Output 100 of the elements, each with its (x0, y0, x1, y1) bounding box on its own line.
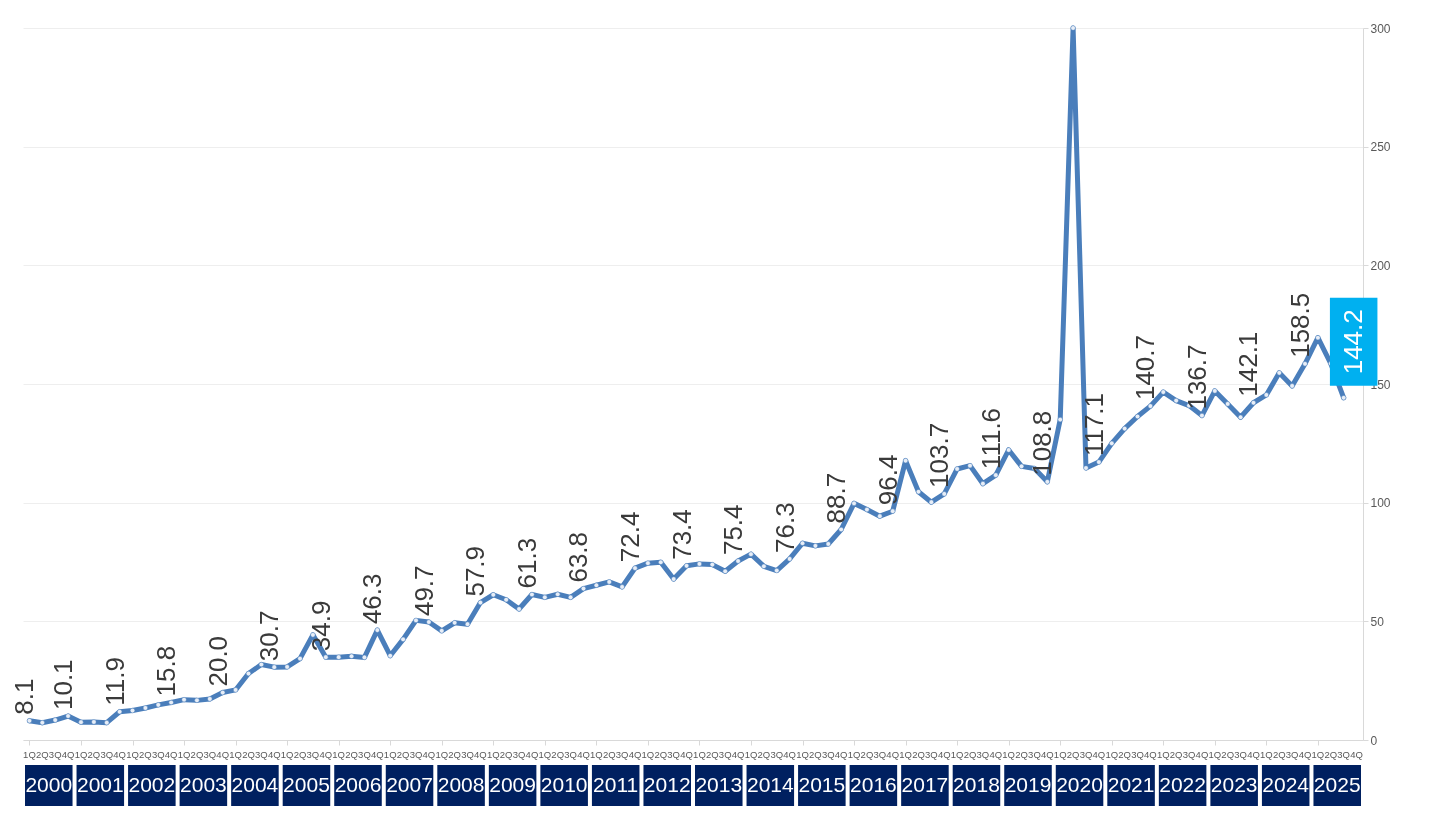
x-tick-label: 4Q (989, 749, 1003, 760)
x-tick-label: 1Q (1002, 749, 1016, 760)
data-label: 158.5 (1285, 292, 1316, 358)
x-tick-label: 4Q (886, 749, 900, 760)
text: 2004 (231, 773, 279, 796)
x-tick-label: 1Q (177, 749, 191, 760)
x-tick-label: 3Q (770, 749, 784, 760)
x-tick-label: 2Q (448, 749, 461, 760)
x-tick-label: 4Q (1144, 749, 1157, 760)
x-tick-label: 1Q (435, 749, 449, 760)
x-tick-label: 4Q (1350, 749, 1363, 760)
x-tick-label: 1Q (744, 749, 758, 760)
data-label: 49.7 (408, 565, 439, 617)
data-label: 111.6 (975, 407, 1006, 470)
x-tick-label: 3Q (821, 749, 835, 760)
x-tick-label: 4Q (834, 749, 848, 760)
text: 2020 (1056, 773, 1103, 796)
text: 2011 (593, 773, 639, 796)
text: 2022 (1159, 773, 1206, 796)
x-tick-label: 3Q (873, 749, 887, 760)
data-label: 75.4 (718, 504, 749, 556)
data-label: 103.7 (924, 422, 955, 488)
x-tick-label: 3Q (203, 749, 217, 760)
data-label: 61.3 (511, 537, 542, 589)
data-label: 34.9 (305, 600, 336, 652)
x-tick-label: 2Q (912, 749, 925, 760)
x-tick-label: 2Q (345, 749, 358, 760)
x-tick-label: 1Q (847, 749, 861, 760)
data-label: 63.8 (563, 531, 594, 583)
x-tick-label: 2Q (139, 749, 152, 760)
data-label: 140.7 (1130, 334, 1161, 401)
x-tick-label: 2Q (1015, 749, 1028, 760)
x-tick-label: 2Q (860, 749, 874, 760)
text: 2014 (746, 773, 794, 796)
text: 2018 (953, 773, 1000, 796)
text: 2002 (128, 773, 176, 796)
x-tick-label: 4Q (680, 749, 693, 760)
text: 2024 (1262, 773, 1310, 796)
data-label: 15.8 (151, 645, 182, 697)
data-label: 57.9 (460, 545, 491, 597)
x-tick-label: 3Q (306, 749, 320, 760)
x-tick-label: 3Q (1028, 749, 1041, 760)
x-tick-label: 1Q (538, 749, 552, 760)
x-tick-label: 4Q (422, 749, 436, 760)
text: 2009 (489, 773, 536, 796)
x-tick-label: 4Q (1298, 749, 1312, 760)
x-tick-label: 3Q (1131, 749, 1144, 760)
x-tick-label: 3Q (358, 749, 371, 760)
x-tick-label: 4Q (783, 749, 796, 760)
x-tick-label: 2Q (602, 749, 616, 760)
data-label: 30.7 (254, 610, 285, 662)
x-tick-label: 1Q (590, 749, 603, 760)
x-tick-label: 3Q (409, 749, 423, 760)
y-tick-label: 250 (1370, 140, 1391, 155)
x-tick-label: 3Q (667, 749, 681, 760)
data-label: 46.3 (357, 573, 388, 625)
data-label: 96.4 (872, 454, 903, 506)
x-tick-label: 1Q (1311, 749, 1325, 760)
x-tick-label: 3Q (461, 749, 474, 760)
data-label: 10.1 (48, 659, 79, 711)
x-tick-label: 3Q (564, 749, 577, 760)
text: 2010 (540, 773, 588, 796)
x-tick-label: 2Q (654, 749, 668, 760)
text: 2000 (25, 773, 73, 796)
x-tick-label: 2Q (551, 749, 565, 760)
x-tick-label: 3Q (1182, 749, 1196, 760)
x-tick-label: 4Q (319, 749, 333, 760)
x-tick-label: 1Q (23, 749, 36, 760)
data-label: 88.7 (821, 472, 852, 524)
x-tick-label: 2Q (87, 749, 101, 760)
x-tick-label: 3Q (1234, 749, 1247, 760)
x-tick-label: 4Q (937, 749, 951, 760)
x-tick-label: 4Q (731, 749, 745, 760)
x-tick-label: 2Q (1272, 749, 1286, 760)
x-tick-label: 2Q (809, 749, 822, 760)
data-label: 73.4 (666, 509, 697, 560)
x-tick-label: 4Q (1247, 749, 1260, 760)
text: 2016 (850, 773, 897, 796)
y-tick-label: 50 (1370, 614, 1385, 629)
y-tick-label: 200 (1370, 258, 1391, 273)
data-label: 144.2 (1337, 309, 1368, 375)
x-tick-label: 4Q (1092, 749, 1106, 760)
x-tick-label: 2Q (499, 749, 513, 760)
x-tick-label: 2Q (1118, 749, 1131, 760)
x-tick-label: 1Q (332, 749, 346, 760)
data-label: 8.1 (9, 678, 40, 715)
x-tick-label: 2Q (396, 749, 410, 760)
x-tick-label: 4Q (474, 749, 487, 760)
x-tick-label: 4Q (370, 749, 384, 760)
x-tick-label: 2Q (1324, 749, 1338, 760)
x-tick-label: 1Q (1208, 749, 1222, 760)
text: 2021 (1107, 773, 1155, 796)
x-tick-label: 2Q (35, 749, 49, 760)
x-tick-label: 1Q (796, 749, 809, 760)
y-tick-label: 100 (1370, 496, 1391, 511)
text: 2012 (643, 773, 691, 796)
x-tick-label: 3Q (512, 749, 526, 760)
x-tick-label: 1Q (229, 749, 242, 760)
x-tick-label: 2Q (963, 749, 977, 760)
data-label: 142.1 (1233, 331, 1264, 397)
